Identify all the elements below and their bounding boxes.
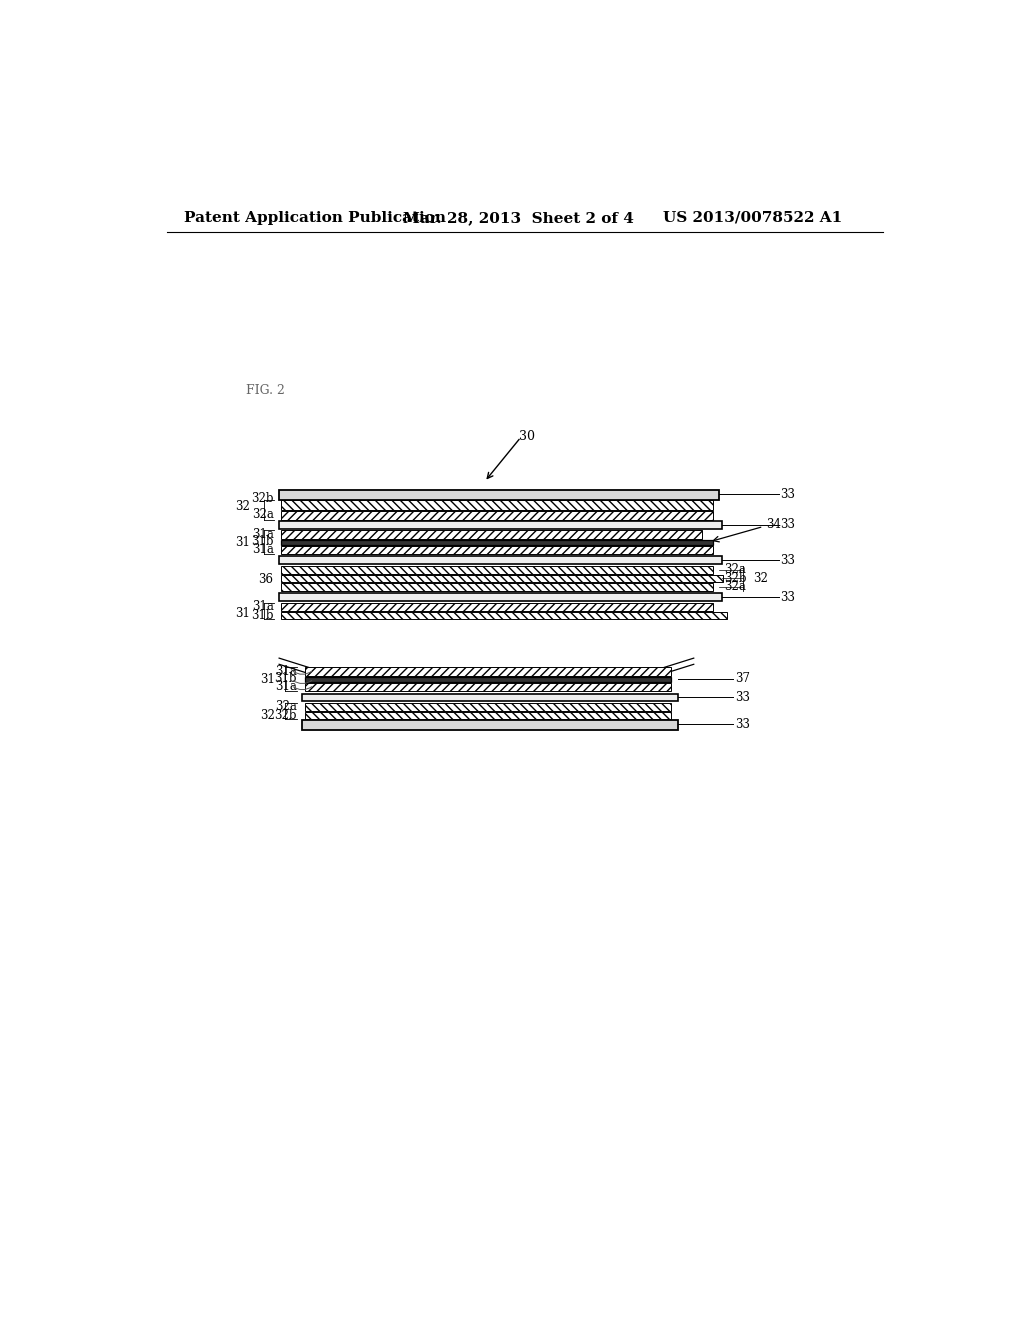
Text: 36: 36 <box>258 573 273 586</box>
Text: 33: 33 <box>780 554 796 566</box>
Text: 31a: 31a <box>252 601 273 612</box>
Bar <box>302 719 678 730</box>
Bar <box>282 511 713 520</box>
Bar <box>282 582 713 591</box>
Text: 31b: 31b <box>274 672 297 685</box>
Bar <box>302 693 678 701</box>
Text: 31: 31 <box>260 673 275 686</box>
Text: 32b: 32b <box>251 492 273 506</box>
Bar <box>280 594 722 601</box>
Text: 32a: 32a <box>275 700 297 713</box>
Text: 31: 31 <box>234 607 250 620</box>
Text: 33: 33 <box>735 690 750 704</box>
Bar <box>305 711 671 719</box>
Text: FIG. 2: FIG. 2 <box>246 384 285 397</box>
Bar <box>280 557 722 564</box>
Text: US 2013/0078522 A1: US 2013/0078522 A1 <box>663 211 842 224</box>
Text: 32b: 32b <box>274 709 297 722</box>
Text: 32a: 32a <box>252 508 273 521</box>
Text: 32a: 32a <box>724 579 745 593</box>
Text: 33: 33 <box>780 487 796 500</box>
Bar <box>282 612 727 619</box>
FancyArrowPatch shape <box>293 686 311 690</box>
Text: Patent Application Publication: Patent Application Publication <box>183 211 445 224</box>
Bar <box>282 540 713 545</box>
FancyArrowPatch shape <box>293 681 311 684</box>
Text: 31a: 31a <box>252 543 273 556</box>
Bar <box>282 603 713 611</box>
Text: 32a: 32a <box>724 564 745 576</box>
Text: 32: 32 <box>754 572 768 585</box>
Bar <box>305 668 671 676</box>
Bar <box>282 500 713 511</box>
Bar <box>280 521 722 529</box>
Text: 31a: 31a <box>275 680 297 693</box>
Text: 32: 32 <box>260 709 275 722</box>
Text: 30: 30 <box>519 430 536 444</box>
Text: 32b: 32b <box>724 572 746 585</box>
Text: 32: 32 <box>234 500 250 513</box>
Bar <box>280 490 719 499</box>
Bar <box>305 682 671 692</box>
Text: Mar. 28, 2013  Sheet 2 of 4: Mar. 28, 2013 Sheet 2 of 4 <box>403 211 634 224</box>
FancyArrowPatch shape <box>293 672 311 675</box>
Bar <box>282 545 713 554</box>
Text: 33: 33 <box>735 718 750 731</box>
Text: 33: 33 <box>780 591 796 603</box>
Bar <box>282 566 713 574</box>
Bar <box>305 702 671 711</box>
Text: 31a: 31a <box>252 528 273 541</box>
Text: 33: 33 <box>780 519 796 532</box>
Text: 37: 37 <box>735 672 750 685</box>
Text: 34: 34 <box>766 519 781 532</box>
Text: 31a: 31a <box>275 665 297 677</box>
Bar <box>282 531 701 539</box>
Bar <box>282 576 723 582</box>
Text: 31b: 31b <box>251 609 273 622</box>
Text: 31b: 31b <box>251 536 273 548</box>
Bar <box>305 677 671 682</box>
Text: 31: 31 <box>234 536 250 549</box>
